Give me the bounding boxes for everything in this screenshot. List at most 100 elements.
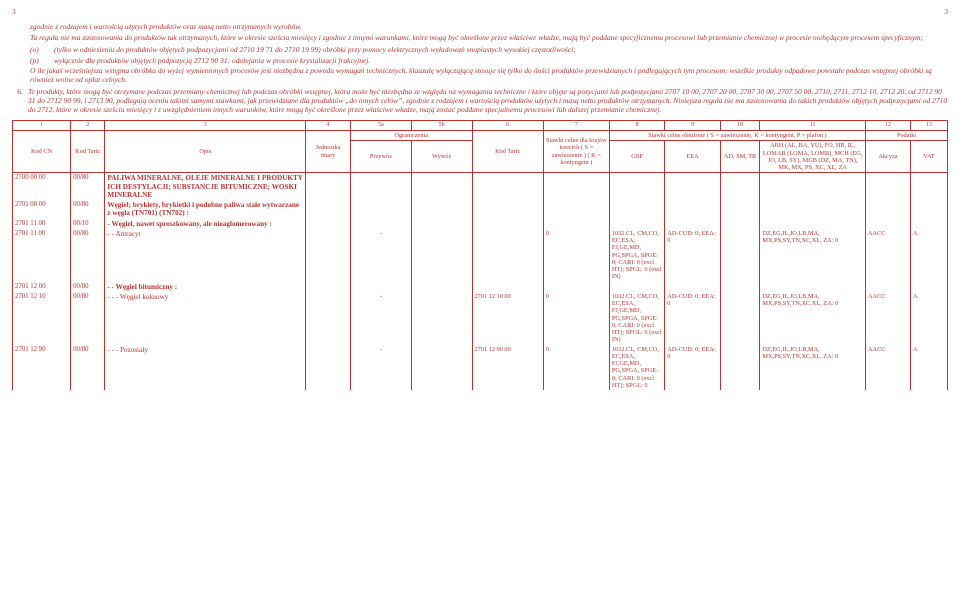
cell-wywoz — [411, 229, 472, 282]
cell-col9 — [665, 200, 720, 219]
h-col-6: 6 — [472, 121, 543, 131]
cell-col13 — [910, 173, 947, 200]
cell-col12: AACC — [866, 229, 911, 282]
cell-col8 — [609, 200, 664, 219]
h-kod-taric2: Kod Taric — [472, 131, 543, 173]
cell-col7: 0 — [543, 345, 609, 390]
h-col-9: 9 — [665, 121, 720, 131]
cell-col9: AD-CUD: 0; EEA: 0 — [665, 292, 720, 345]
cell-col13: A — [910, 229, 947, 282]
cell-cn: 2701 00 00 — [13, 200, 71, 219]
cell-przywoz: - — [351, 292, 412, 345]
page-number-right: 3 — [944, 8, 948, 17]
cell-col10 — [720, 282, 760, 292]
cell-cn: 2701 12 90 — [13, 345, 71, 390]
table-row: 2701 12 0000/80- - Węgiel bitumiczny : — [13, 282, 948, 292]
cell-cn: 2701 12 00 — [13, 282, 71, 292]
cell-col12: AACC — [866, 345, 911, 390]
h-jm: Jednostka miary — [306, 131, 351, 173]
cell-przywoz: - — [351, 345, 412, 390]
cell-col9 — [665, 282, 720, 292]
h-eea: EEA — [665, 141, 720, 173]
cell-col10 — [720, 200, 760, 219]
cell-col9 — [665, 219, 720, 229]
table-row: 2701 11 0000/80- - Antracyt-01032.CL, CM… — [13, 229, 948, 282]
h-col-3: 3 — [105, 121, 306, 131]
cell-col12 — [866, 200, 911, 219]
cell-wywoz — [411, 292, 472, 345]
list-text-p: wyłącznie dla produktów objętych podpozy… — [54, 57, 948, 66]
cell-col11 — [760, 282, 866, 292]
cell-col7 — [543, 282, 609, 292]
cell-col9: AD-CUD: 0; EEA: 0 — [665, 345, 720, 390]
cell-col6 — [472, 229, 543, 282]
h-col-5a: 5a — [351, 121, 412, 131]
h-przywoz: Przywóz — [351, 141, 412, 173]
cell-jm — [306, 219, 351, 229]
h-kod-cn: Kod CN — [13, 131, 71, 173]
h-col-12: 12 — [866, 121, 911, 131]
cell-col8: 1032.CL, CM,CO, EC,ESA, FJ,GE,MD, PG,SPG… — [609, 292, 664, 345]
intro-para-2: Ta reguła nie ma zastosowania do produkt… — [30, 34, 948, 43]
cell-col13 — [910, 282, 947, 292]
cell-col12 — [866, 219, 911, 229]
h-foot11: ABH (AL, BA, YU), FO, HR, IL, LOMAB (LOM… — [760, 141, 866, 173]
cell-jm — [306, 229, 351, 282]
cell-opis: - - Antracyt — [105, 229, 306, 282]
cell-col10 — [720, 173, 760, 200]
cell-opis: - - Węgiel bitumiczny : — [105, 282, 306, 292]
h-akcyza: Akcyza — [866, 141, 911, 173]
cell-col6 — [472, 219, 543, 229]
cell-col11 — [760, 200, 866, 219]
cell-wywoz — [411, 219, 472, 229]
cell-przywoz — [351, 282, 412, 292]
h-opis: Opis — [105, 131, 306, 173]
cell-col12: AACC — [866, 292, 911, 345]
table-row: 2701 12 1000/80- - - Węgiel koksowy-2701… — [13, 292, 948, 345]
cell-col13 — [910, 200, 947, 219]
num-6-label: 6. — [12, 88, 28, 114]
h-col-11: 11 — [760, 121, 866, 131]
h-kod-taric: Kod Taric — [71, 131, 105, 173]
intro-para-1: zgodnie z rodzajem i wartością użytych p… — [30, 23, 948, 32]
cell-col7 — [543, 219, 609, 229]
cell-col8: 1032.CL, CM,CO, EC,ESA, FJ,GE,MD, PG,SPG… — [609, 345, 664, 390]
cell-col13: A — [910, 292, 947, 345]
cell-col6: 2701 12 90 00 — [472, 345, 543, 390]
cell-opis: - Węgiel, nawet sproszkowany, ale nieagl… — [105, 219, 306, 229]
cell-jm — [306, 292, 351, 345]
h-col-13: 13 — [910, 121, 947, 131]
h-ogr: Ograniczenia — [351, 131, 472, 141]
cell-przywoz: - — [351, 229, 412, 282]
cell-col9 — [665, 173, 720, 200]
cell-taric: 00/80 — [71, 345, 105, 390]
h-col-8: 8 — [609, 121, 664, 131]
list-label-o: (o) — [30, 46, 54, 55]
cell-opis: Węgiel; brykiety, brykietki i podobne pa… — [105, 200, 306, 219]
h-col-7: 7 — [543, 121, 609, 131]
cell-col7: 0 — [543, 229, 609, 282]
cell-opis: - - - Pozostały — [105, 345, 306, 390]
cell-col10 — [720, 229, 760, 282]
cell-col7 — [543, 200, 609, 219]
h-col-1: 1 — [13, 121, 71, 131]
cell-col11 — [760, 173, 866, 200]
cell-col8 — [609, 219, 664, 229]
h-wywoz: Wywóz — [411, 141, 472, 173]
table-row: 2701 11 0000/10- Węgiel, nawet sproszkow… — [13, 219, 948, 229]
cell-przywoz — [351, 173, 412, 200]
cell-jm — [306, 282, 351, 292]
cell-col9: AD-CUD: 0; EEA: 0 — [665, 229, 720, 282]
cell-col12 — [866, 282, 911, 292]
h-stawki-obn: Stawki celne obniżone ( S = zawieszenie,… — [609, 131, 865, 141]
h-gsp: GSP — [609, 141, 664, 173]
cell-taric: 00/80 — [71, 200, 105, 219]
cell-przywoz — [351, 200, 412, 219]
cell-col8 — [609, 173, 664, 200]
cell-wywoz — [411, 345, 472, 390]
table-row: 2701 12 9000/80- - - Pozostały- 2701 12 9… — [13, 345, 948, 390]
cell-cn: 2701 11 00 — [13, 229, 71, 282]
tariff-table: 1 2 3 4 5a 5b 6 7 8 9 10 11 12 13 Kod CN… — [12, 120, 948, 390]
cell-cn: 2701 12 10 — [13, 292, 71, 345]
cell-col13: A — [910, 345, 947, 390]
